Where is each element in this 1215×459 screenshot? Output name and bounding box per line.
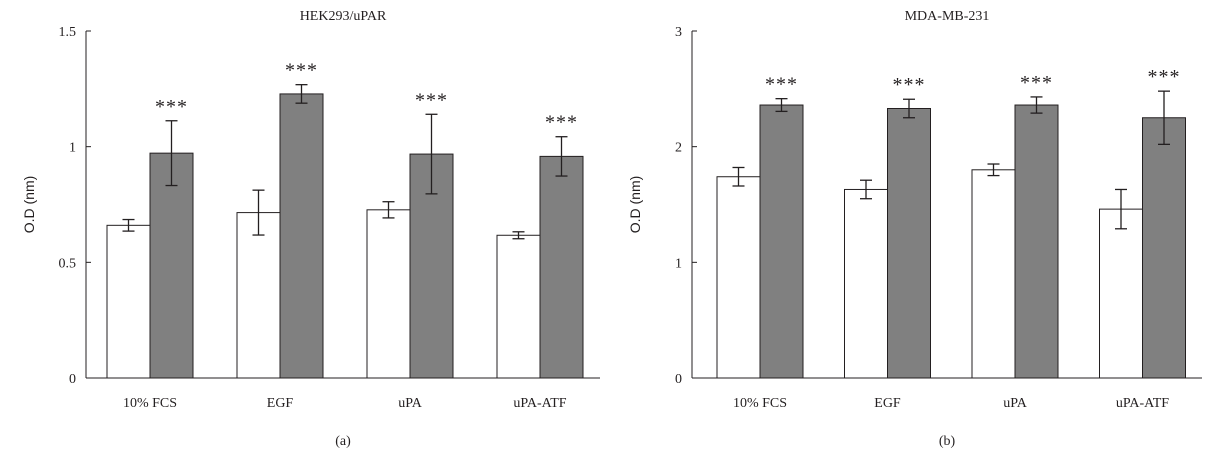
y-axis-label: O.D (nm) <box>627 176 643 234</box>
significance-label: *** <box>1020 72 1053 94</box>
x-tick-label: EGF <box>267 396 294 411</box>
y-tick-label: 0.5 <box>59 256 77 271</box>
significance-label: *** <box>285 60 318 82</box>
significance-label: *** <box>765 74 798 96</box>
bar <box>844 188 888 379</box>
y-tick-label: 1 <box>675 256 682 271</box>
bar <box>539 155 584 379</box>
x-tick-label: 10% FCS <box>123 396 177 411</box>
y-tick-label: 2 <box>675 141 682 156</box>
significance-label: *** <box>893 74 926 96</box>
y-tick-label: 1.5 <box>59 25 77 40</box>
bar <box>971 169 1016 379</box>
bar <box>149 152 194 379</box>
x-tick-label: uPA <box>398 396 423 411</box>
x-tick-label: uPA <box>1003 396 1028 411</box>
bar <box>759 104 804 379</box>
x-tick-label: uPA-ATF <box>513 396 566 411</box>
chart-title: MDA-MB-231 <box>905 9 990 24</box>
chart-panel-b: MDA-MB-231 0 1 2 3 O.D (nm) *** 10% FCS *** EGF **… <box>627 9 1202 449</box>
bar <box>106 224 151 379</box>
significance-label: *** <box>1148 66 1181 88</box>
bar <box>1014 104 1059 379</box>
chart-panel-a: HEK293/uPAR 0 0.5 1 1.5 O.D (nm) *** 10% FCS ***… <box>21 9 600 449</box>
y-tick-label: 1 <box>69 141 76 156</box>
bar <box>1142 117 1186 379</box>
bar <box>496 234 541 379</box>
y-tick-label: 0 <box>69 372 76 387</box>
bar <box>279 93 324 379</box>
y-tick-label: 3 <box>675 25 682 40</box>
panel-label: (b) <box>939 434 956 449</box>
y-axis-label: O.D (nm) <box>21 176 37 234</box>
bar <box>1099 208 1143 379</box>
bar <box>716 176 761 379</box>
x-tick-label: 10% FCS <box>733 396 787 411</box>
significance-label: *** <box>415 89 448 111</box>
x-tick-label: uPA-ATF <box>1116 396 1169 411</box>
bar <box>366 209 411 379</box>
bar <box>887 107 931 379</box>
panel-label: (a) <box>335 434 351 449</box>
chart-title: HEK293/uPAR <box>300 9 387 24</box>
bar <box>409 153 454 379</box>
x-tick-label: EGF <box>874 396 901 411</box>
y-tick-label: 0 <box>675 372 682 387</box>
bar <box>236 212 281 379</box>
significance-label: *** <box>155 96 188 118</box>
significance-label: *** <box>545 112 578 134</box>
